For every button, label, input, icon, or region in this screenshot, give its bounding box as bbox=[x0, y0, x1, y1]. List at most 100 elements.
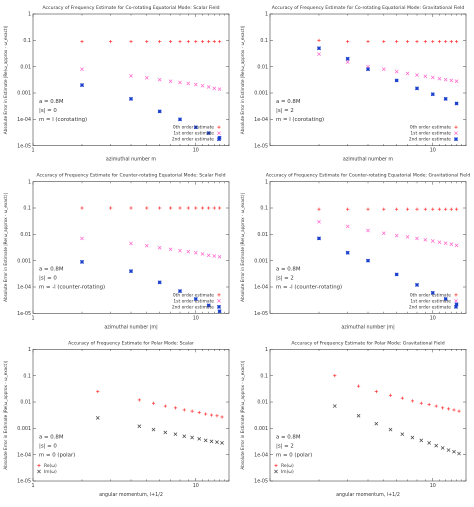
data-point bbox=[443, 241, 448, 246]
data-point bbox=[217, 309, 222, 314]
data-point bbox=[137, 398, 141, 402]
data-point bbox=[212, 254, 217, 258]
data-point bbox=[197, 410, 201, 415]
data-point bbox=[419, 401, 423, 405]
data-point bbox=[332, 404, 337, 408]
legend-label: 0th order estimate bbox=[173, 292, 214, 298]
legend-label: 1st order estimate bbox=[410, 131, 451, 137]
data-point bbox=[366, 39, 370, 44]
legend-label: Re(ω) bbox=[281, 463, 294, 469]
y-tick-label: 1e-05 bbox=[17, 311, 31, 317]
data-point bbox=[209, 439, 214, 444]
data-point bbox=[129, 269, 133, 274]
data-point bbox=[415, 86, 419, 91]
chart-title: Accuracy of Frequency Estimate for Count… bbox=[266, 173, 471, 179]
data-point bbox=[186, 39, 190, 44]
data-point bbox=[437, 39, 442, 44]
x-axis-label: azimuthal number m bbox=[343, 157, 393, 163]
x-axis-label: azimuthal number |m| bbox=[341, 324, 394, 330]
y-tick-label: 1e-04 bbox=[254, 117, 268, 123]
legend-label: Im(ω) bbox=[281, 469, 294, 475]
param-text: m = 0 (polar) bbox=[39, 452, 75, 458]
data-point bbox=[151, 401, 156, 405]
data-point bbox=[430, 239, 435, 243]
data-point bbox=[194, 206, 198, 210]
data-point bbox=[178, 206, 182, 210]
param-text: |s| = 2 bbox=[276, 108, 294, 114]
data-point bbox=[145, 206, 149, 210]
data-point bbox=[182, 408, 186, 412]
legend-marker bbox=[454, 293, 458, 297]
data-point bbox=[217, 39, 222, 44]
data-point bbox=[381, 67, 386, 72]
chart-title: Accuracy of Frequency Estimate for Co-ro… bbox=[272, 5, 465, 11]
param-text: |s| = 0 bbox=[39, 108, 57, 114]
data-point bbox=[129, 241, 133, 246]
y-tick-label: 1e-05 bbox=[17, 479, 31, 485]
data-point bbox=[193, 125, 198, 130]
y-tick-label: 1e-04 bbox=[17, 285, 31, 291]
x-axis-label: angular momentum, l+1/2 bbox=[336, 492, 400, 498]
y-tick-label: 0.001 bbox=[254, 426, 268, 432]
data-point bbox=[452, 449, 456, 454]
x-tick-label: 10 bbox=[430, 148, 436, 154]
legend-marker bbox=[454, 298, 458, 303]
data-point bbox=[80, 206, 84, 210]
data-point bbox=[345, 224, 350, 229]
legend-label: 1st order estimate bbox=[173, 298, 214, 304]
legend-label: 0th order estimate bbox=[410, 292, 451, 298]
data-point bbox=[151, 427, 156, 432]
data-point bbox=[431, 39, 435, 44]
data-point bbox=[441, 406, 445, 410]
x-axis-label: azimuthal number m bbox=[106, 157, 156, 163]
y-tick-label: 0.001 bbox=[254, 258, 268, 264]
data-point bbox=[427, 402, 431, 407]
data-point bbox=[394, 233, 399, 238]
data-point bbox=[454, 207, 459, 211]
legend-marker bbox=[274, 469, 278, 474]
data-point bbox=[163, 430, 168, 435]
data-point bbox=[457, 409, 461, 413]
chart-panel: Accuracy of Frequency Estimate for Count… bbox=[240, 173, 470, 331]
param-text: a = 0.8M bbox=[276, 434, 301, 440]
data-point bbox=[394, 272, 399, 277]
param-text: |s| = 0 bbox=[39, 443, 57, 449]
data-point bbox=[430, 92, 435, 97]
data-point bbox=[317, 38, 321, 42]
chart-panel: Accuracy of Frequency Estimate for Polar… bbox=[3, 340, 230, 498]
data-point bbox=[415, 282, 419, 287]
data-point bbox=[173, 432, 178, 437]
data-point bbox=[109, 39, 113, 44]
data-point bbox=[400, 432, 405, 437]
plot-frame bbox=[269, 349, 467, 482]
data-point bbox=[203, 438, 208, 443]
y-tick-label: 0.01 bbox=[20, 232, 31, 238]
data-point bbox=[454, 79, 459, 84]
data-point bbox=[144, 243, 149, 248]
data-point bbox=[207, 206, 211, 210]
legend-marker bbox=[454, 125, 458, 129]
data-point bbox=[423, 237, 428, 242]
data-point bbox=[394, 78, 399, 83]
x-tick-label: 1 bbox=[31, 148, 34, 154]
data-point bbox=[356, 413, 361, 418]
legend-marker bbox=[274, 463, 278, 468]
param-text: m = l (corotating) bbox=[39, 117, 87, 123]
param-text: |s| = 2 bbox=[276, 276, 294, 282]
y-tick-label: 1 bbox=[265, 179, 268, 185]
data-point bbox=[388, 393, 393, 397]
data-point bbox=[212, 86, 217, 91]
data-point bbox=[317, 46, 321, 51]
data-point bbox=[457, 451, 461, 456]
data-point bbox=[443, 77, 448, 82]
data-point bbox=[207, 39, 211, 44]
data-point bbox=[200, 206, 205, 210]
data-point bbox=[158, 39, 162, 44]
param-text: m = -l (counter-rotating) bbox=[276, 285, 342, 291]
data-point bbox=[80, 259, 84, 264]
data-point bbox=[193, 250, 198, 255]
data-point bbox=[415, 207, 419, 211]
y-tick-label: 0.01 bbox=[257, 64, 268, 70]
data-point bbox=[200, 83, 205, 88]
data-point bbox=[206, 253, 211, 258]
